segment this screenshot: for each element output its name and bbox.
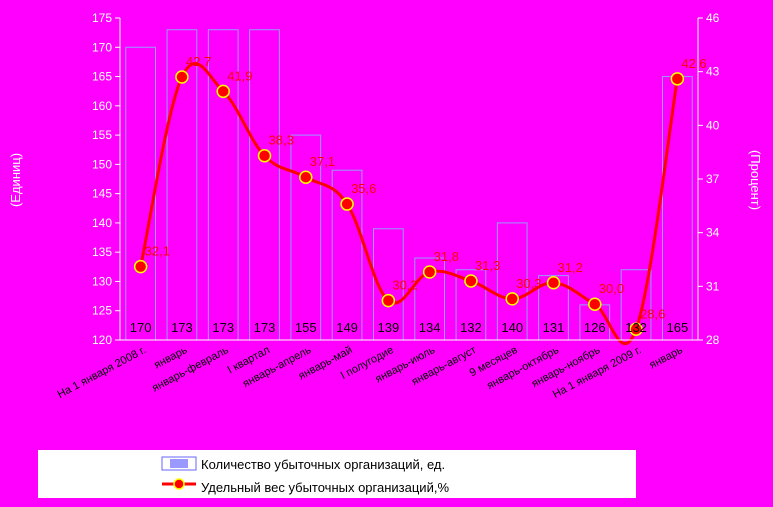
line-value-label-10: 31,2	[558, 260, 583, 275]
legend-label-bars: Количество убыточных организаций, ед.	[201, 457, 445, 472]
bar-value-label-10: 131	[543, 320, 565, 335]
y-right-tick-label-5: 43	[706, 65, 720, 79]
line-value-label-9: 30,3	[516, 276, 541, 291]
line-point-12	[629, 322, 643, 337]
bar-value-label-9: 140	[501, 320, 523, 335]
legend: Количество убыточных организаций, ед. Уд…	[38, 450, 636, 498]
bar-value-label-6: 139	[378, 320, 400, 335]
x-tick-label-2: январь-февраль	[150, 344, 231, 395]
bar-value-label-7: 134	[419, 320, 441, 335]
line-point-13	[670, 72, 685, 86]
line-value-label-4: 37,1	[310, 154, 335, 169]
line-series-path	[139, 62, 679, 346]
y-left-tick-label-5: 145	[92, 187, 112, 201]
line-value-label-7: 31,8	[434, 249, 459, 264]
y-right-tick-label-6: 46	[706, 11, 720, 25]
line-point-8	[464, 274, 478, 288]
line-point-2	[216, 84, 230, 99]
y-right-tick-label-0: 28	[706, 333, 720, 347]
bar-value-label-2: 173	[212, 320, 234, 335]
line-value-label-3: 38,3	[269, 133, 294, 148]
y-left-axis-title: (Единиц)	[8, 153, 23, 207]
x-tick-label-13: январь	[648, 344, 685, 371]
y-left-tick-label-1: 125	[92, 304, 112, 318]
y-left-tick-label-9: 165	[92, 70, 112, 84]
bar-13	[661, 76, 693, 341]
bar-0	[125, 46, 157, 341]
y-right-tick-label-1: 31	[706, 279, 720, 293]
line-value-label-2: 41,9	[227, 68, 252, 83]
y-right-axis-title: (Процент)	[748, 150, 763, 210]
line-value-label-5: 35,6	[351, 181, 376, 196]
line-point-1	[175, 70, 189, 84]
y-left-tick-label-10: 170	[92, 40, 112, 54]
line-point-9	[505, 292, 519, 306]
bar-value-label-8: 132	[460, 320, 482, 335]
y-left-tick-label-3: 135	[92, 245, 112, 259]
line-point-10	[546, 276, 561, 290]
line-value-label-6: 30,2	[392, 278, 417, 293]
bar-4	[290, 134, 322, 341]
line-value-label-13: 42,6	[681, 56, 706, 71]
y-right-tick-label-3: 37	[706, 172, 720, 186]
bar-value-label-3: 173	[254, 320, 276, 335]
line-point-5	[340, 197, 354, 211]
y-left-tick-label-4: 140	[92, 216, 112, 230]
legend-label-line: Удельный вес убыточных организаций,%	[201, 480, 449, 495]
line-point-4	[299, 170, 313, 184]
line-value-label-1: 42,7	[186, 54, 211, 69]
bar-5	[331, 169, 363, 341]
y-right-tick-label-4: 40	[706, 118, 720, 132]
line-point-7	[422, 265, 437, 279]
legend-line-marker	[173, 478, 185, 490]
line-point-11	[588, 297, 602, 311]
y-left-tick-label-0: 120	[92, 333, 112, 347]
line-value-label-11: 30,0	[599, 281, 624, 296]
line-value-label-12: 28,6	[640, 306, 665, 321]
legend-bar-swatch-inner	[170, 459, 188, 468]
bar-value-label-13: 165	[667, 320, 689, 335]
line-value-label-0: 32,1	[145, 244, 170, 259]
bar-value-label-0: 170	[130, 320, 152, 335]
legend-box	[38, 450, 636, 498]
bar-value-label-5: 149	[336, 320, 358, 335]
line-point-0	[133, 259, 148, 274]
bar-9	[496, 222, 528, 341]
line-value-label-8: 31,3	[475, 258, 500, 273]
y-left-tick-label-11: 175	[92, 11, 112, 25]
bar-value-label-1: 173	[171, 320, 193, 335]
bar-value-label-11: 126	[584, 320, 606, 335]
y-right-tick-label-2: 34	[706, 226, 720, 240]
y-left-tick-label-7: 155	[92, 128, 112, 142]
line-point-6	[381, 293, 396, 308]
bar-value-label-4: 155	[295, 320, 317, 335]
bar-3	[249, 29, 280, 341]
y-left-tick-label-6: 150	[92, 157, 112, 171]
y-left-tick-label-2: 130	[92, 274, 112, 288]
y-left-tick-label-8: 160	[92, 99, 112, 113]
bar-value-label-12: 132	[625, 320, 647, 335]
line-point-3	[257, 148, 272, 163]
x-tick-label-0: На 1 января 2008 г.	[56, 344, 149, 401]
